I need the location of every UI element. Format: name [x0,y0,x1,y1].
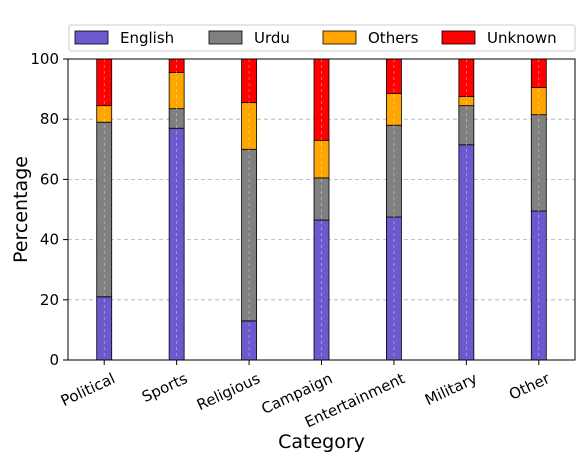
y-tick-label: 40 [40,231,59,249]
x-tick-label-military: Military [422,369,480,409]
x-axis-title: Category [278,431,365,453]
bars [96,58,547,361]
legend-label-english: English [120,29,174,47]
y-tick-label: 20 [40,291,59,309]
legend-swatch-english [74,30,109,45]
y-tick-label: 100 [30,50,59,68]
legend-swatch-urdu [208,30,243,45]
legend-label-unknown: Unknown [487,29,557,47]
x-tick-label-religious: Religious [194,369,263,414]
x-tick-label-political: Political [58,369,118,410]
y-tick-label: 80 [40,110,59,128]
y-tick-label: 60 [40,170,59,188]
x-axis-ticks: Political Sports ReligiousCampaignEntertai… [58,360,553,431]
legend-swatch-others [322,30,357,45]
legend-label-urdu: Urdu [254,29,290,47]
y-tick-label: 0 [49,351,59,369]
x-tick-label-sports: Sports [139,369,190,406]
bar-unknown-entertainment [386,58,402,95]
y-axis-ticks: 0 20 40 60 80 100 [30,50,68,369]
legend-swatch-unknown [441,30,476,45]
x-tick-label-other: Other [506,369,553,404]
legend-label-others: Others [368,29,419,47]
y-axis-title: Percentage [10,156,32,263]
legend: English Urdu Others Unknown [68,24,576,52]
